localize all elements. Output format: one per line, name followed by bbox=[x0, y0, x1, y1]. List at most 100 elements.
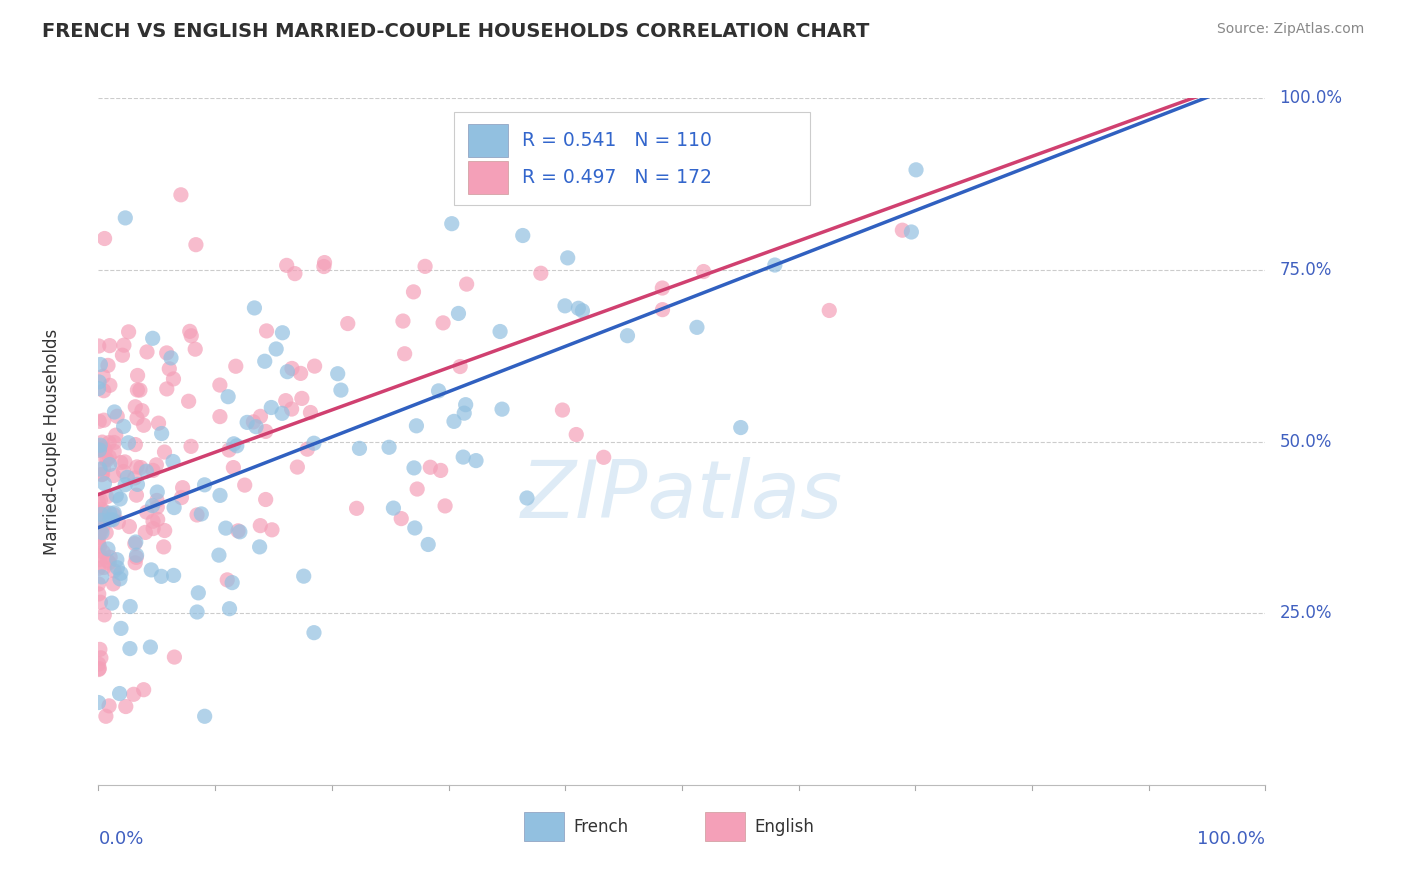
Point bbox=[125, 488, 148, 502]
Point bbox=[98, 698, 121, 713]
Point bbox=[454, 398, 477, 412]
Point bbox=[125, 459, 148, 474]
Point bbox=[135, 464, 157, 478]
Point bbox=[405, 418, 427, 433]
Point bbox=[87, 535, 110, 549]
Point bbox=[98, 450, 121, 464]
Point bbox=[89, 462, 111, 476]
Point bbox=[89, 549, 111, 563]
Point bbox=[93, 384, 115, 398]
Point bbox=[105, 489, 128, 503]
Text: 25.0%: 25.0% bbox=[1279, 604, 1331, 623]
Point bbox=[329, 383, 352, 397]
Point bbox=[103, 444, 125, 458]
Point bbox=[170, 491, 193, 505]
Point bbox=[184, 237, 207, 252]
Point bbox=[120, 599, 142, 614]
Text: Married-couple Households: Married-couple Households bbox=[42, 328, 60, 555]
Point bbox=[651, 302, 673, 317]
Point bbox=[326, 367, 349, 381]
Point bbox=[222, 437, 245, 451]
Point bbox=[297, 442, 319, 457]
Point bbox=[91, 467, 114, 482]
Point bbox=[129, 460, 152, 475]
Point bbox=[551, 403, 574, 417]
Point bbox=[108, 686, 131, 700]
Point bbox=[112, 465, 135, 479]
Point bbox=[180, 439, 202, 453]
Point bbox=[87, 443, 110, 458]
Point bbox=[117, 325, 139, 339]
Point bbox=[402, 285, 425, 299]
Point bbox=[616, 328, 638, 343]
Point bbox=[280, 402, 302, 417]
Point bbox=[440, 217, 463, 231]
Point bbox=[264, 342, 287, 356]
Point bbox=[900, 225, 922, 239]
Point bbox=[93, 231, 115, 245]
Point bbox=[87, 339, 110, 353]
Point bbox=[132, 682, 155, 697]
Point bbox=[141, 499, 163, 513]
Point bbox=[93, 560, 115, 574]
Point bbox=[491, 402, 513, 417]
Text: 50.0%: 50.0% bbox=[1279, 433, 1331, 450]
Point bbox=[818, 303, 841, 318]
Point bbox=[449, 359, 471, 374]
Point bbox=[114, 211, 136, 225]
Point bbox=[110, 456, 132, 470]
Point bbox=[105, 552, 128, 566]
Text: 100.0%: 100.0% bbox=[1198, 830, 1265, 847]
Point bbox=[160, 351, 183, 365]
Point bbox=[89, 524, 111, 539]
Point bbox=[87, 696, 110, 710]
Point bbox=[249, 409, 271, 424]
Point bbox=[94, 709, 117, 723]
Text: FRENCH VS ENGLISH MARRIED-COUPLE HOUSEHOLDS CORRELATION CHART: FRENCH VS ENGLISH MARRIED-COUPLE HOUSEHO… bbox=[42, 22, 869, 41]
Point bbox=[312, 260, 335, 274]
Point bbox=[101, 513, 124, 527]
Point bbox=[98, 378, 121, 392]
Point bbox=[87, 439, 110, 453]
Point bbox=[208, 409, 231, 424]
Point bbox=[226, 524, 249, 538]
Point bbox=[150, 426, 173, 441]
Point bbox=[208, 488, 231, 502]
Point bbox=[530, 266, 553, 280]
Point bbox=[91, 545, 114, 559]
Point bbox=[93, 461, 115, 475]
Point bbox=[291, 392, 314, 406]
Point bbox=[153, 524, 176, 538]
Point bbox=[314, 255, 336, 269]
Text: 0.0%: 0.0% bbox=[98, 830, 143, 847]
Point bbox=[90, 467, 112, 482]
Point bbox=[91, 519, 114, 533]
Point bbox=[179, 324, 201, 338]
Point bbox=[142, 514, 165, 528]
Point bbox=[406, 482, 429, 496]
Point bbox=[465, 453, 488, 467]
Point bbox=[146, 485, 169, 500]
Point bbox=[194, 478, 217, 492]
Point bbox=[112, 338, 135, 352]
Point bbox=[94, 452, 117, 467]
Point bbox=[413, 260, 436, 274]
Point bbox=[87, 561, 110, 575]
Point bbox=[152, 540, 174, 554]
Point bbox=[346, 501, 368, 516]
Point bbox=[276, 365, 298, 379]
Point bbox=[89, 662, 111, 676]
Point bbox=[103, 506, 125, 520]
Point bbox=[148, 416, 170, 430]
Point bbox=[87, 553, 110, 567]
Point bbox=[233, 478, 256, 492]
Point bbox=[96, 525, 118, 540]
Text: French: French bbox=[574, 818, 628, 836]
Point bbox=[104, 428, 127, 442]
Text: Source: ZipAtlas.com: Source: ZipAtlas.com bbox=[1216, 22, 1364, 37]
Text: R = 0.497   N = 172: R = 0.497 N = 172 bbox=[522, 169, 711, 187]
Point bbox=[89, 414, 111, 428]
Point bbox=[91, 435, 114, 450]
Point bbox=[87, 587, 110, 601]
Point bbox=[447, 306, 470, 320]
